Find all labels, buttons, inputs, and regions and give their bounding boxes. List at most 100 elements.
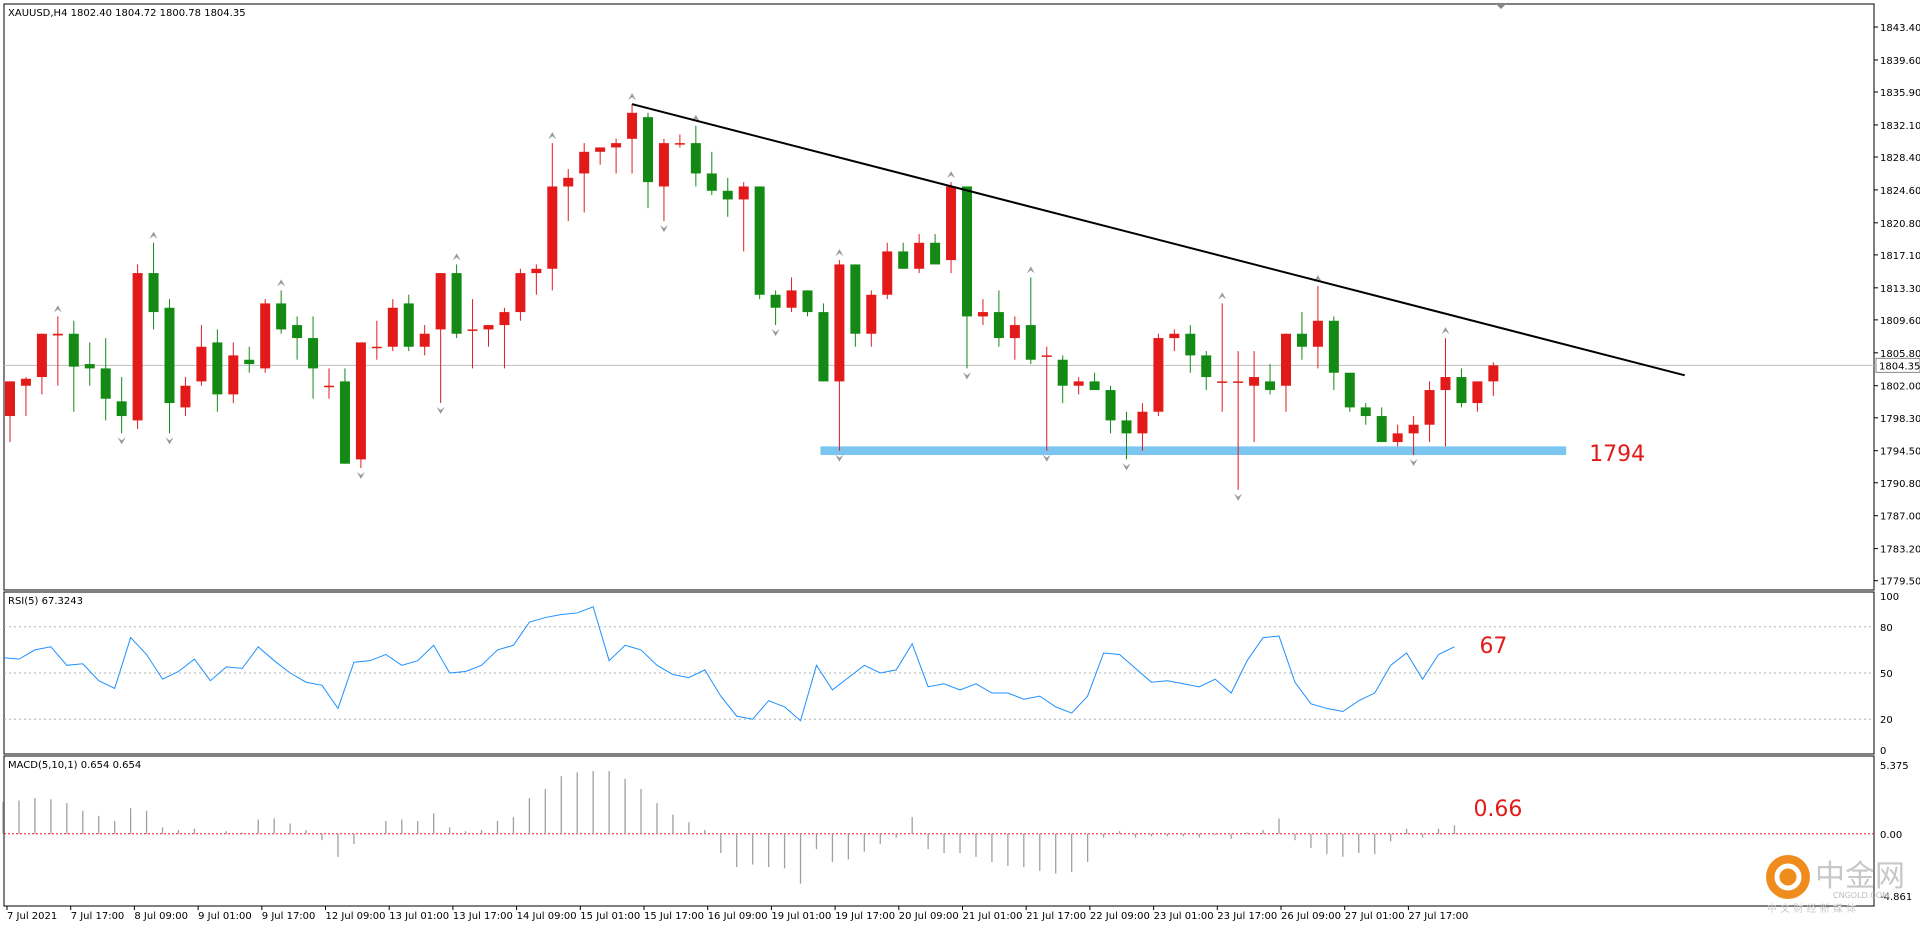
candle-body [1233,381,1244,383]
fractal-up-marker [452,253,461,261]
candle-body [308,338,319,369]
candle-body [1137,411,1148,434]
fractal-up-marker [1441,327,1450,335]
rsi-line [2,606,1455,722]
candle-body [1312,320,1323,347]
candle-body [754,186,765,295]
fractal-up-marker [947,171,956,179]
candle-body [371,346,382,349]
candle-body [1089,381,1100,391]
candle-body [643,117,653,183]
watermark-tagline: 中 文 财 经 新 媒 体 [1767,902,1856,915]
fractal-up-marker [548,132,557,140]
candle-body [228,355,239,395]
candle-body [1185,333,1196,356]
price-tick-label: 1809.60 [1880,316,1920,327]
price-tick-label: 1794.50 [1880,447,1920,458]
candle-body [770,294,781,308]
candle-body [515,273,526,313]
candle-body [1153,338,1164,412]
time-tick-label: 13 Jul 01:00 [389,911,449,922]
candle-body [1344,372,1355,408]
candle-body [834,264,845,382]
support-zone-bar [820,446,1567,456]
macd-axis-label: 5.375 [1880,761,1909,772]
price-tick-label: 1824.60 [1880,186,1920,197]
candle-body [993,312,1004,339]
candle-body [898,251,909,269]
rsi-axis: 100 80 50 20 0 [1880,592,1899,757]
watermark: 中金网 CNGOLD.COM 中 文 财 经 新 媒 体 [1766,855,1905,915]
rsi-levels [4,626,1874,720]
candle-body [1440,377,1451,391]
macd-pane-frame [3,755,1875,907]
price-tick-label: 1798.30 [1880,414,1920,425]
price-tick-label: 1783.20 [1880,545,1920,556]
candle-body [1073,381,1084,386]
fractal-up-marker [149,231,158,239]
macd-header: MACD(5,10,1) 0.654 0.654 [8,760,141,771]
price-tick-label: 1790.80 [1880,479,1920,490]
price-tick-label: 1802.00 [1880,382,1920,393]
candle-body [260,303,271,369]
fractal-up-marker [1218,292,1227,300]
candle-body [180,385,191,408]
macd-bars [2,771,1456,884]
fractal-down-marker [1234,493,1243,501]
time-tick-label: 9 Jul 01:00 [198,911,252,922]
price-tick-label: 1843.40 [1880,23,1920,34]
candle-body [1201,355,1212,378]
candle-body [355,342,366,460]
candle-body [1121,420,1132,434]
header-triangle-icon [1496,4,1506,9]
candle-body [818,312,829,382]
candle-body [68,333,79,367]
fractal-down-marker [1122,463,1131,471]
candle-body [1456,377,1467,404]
support-zone [820,446,1567,456]
time-tick-label: 23 Jul 17:00 [1217,911,1277,922]
fractal-down-marker [436,407,445,415]
candle-body [483,325,494,330]
time-tick-label: 16 Jul 09:00 [708,911,768,922]
time-tick-label: 22 Jul 09:00 [1090,911,1150,922]
time-tick-label: 19 Jul 01:00 [771,911,831,922]
candle-body [962,186,972,317]
current-price-label: 1804.35 [1879,361,1920,372]
candle-body [148,273,159,313]
price-tick-label: 1832.10 [1880,121,1920,132]
chart-symbol-header: XAUUSD,H4 1802.40 1804.72 1800.78 1804.3… [8,8,246,19]
time-tick-label: 27 Jul 01:00 [1345,911,1405,922]
candle-body [802,290,813,313]
candle-body [467,329,478,331]
price-tick-label: 1828.40 [1880,153,1920,164]
candle-body [1424,390,1435,425]
time-tick-label: 12 Jul 09:00 [326,911,386,922]
candle-body [850,264,861,334]
rsi-axis-label: 50 [1880,669,1893,680]
price-tick-label: 1839.60 [1880,56,1920,67]
candle-body [499,312,510,326]
candle-body [866,294,877,334]
rsi-annotation: 67 [1479,634,1507,659]
rsi-axis-label: 20 [1880,715,1893,726]
macd-pane: MACD(5,10,1) 0.654 0.654 5.375 0.00 -4.861… [2,755,1912,907]
candle-body [1217,381,1228,383]
candle-body [451,273,462,334]
candle-body [36,333,47,378]
candle-body [387,307,398,347]
candle-body [1392,433,1403,443]
price-pane-frame [3,3,1875,591]
candle-body [1265,381,1276,391]
time-tick-label: 14 Jul 09:00 [517,911,577,922]
time-tick-label: 19 Jul 17:00 [835,911,895,922]
candle-body [276,303,287,330]
candle-body [1057,359,1068,386]
rsi-axis-label: 0 [1880,746,1886,757]
candle-body [1105,390,1116,421]
fractal-up-marker [835,249,844,257]
cngold-logo-inner-icon [1774,863,1802,891]
candle-body [977,312,988,317]
price-tick-label: 1779.50 [1880,577,1920,588]
